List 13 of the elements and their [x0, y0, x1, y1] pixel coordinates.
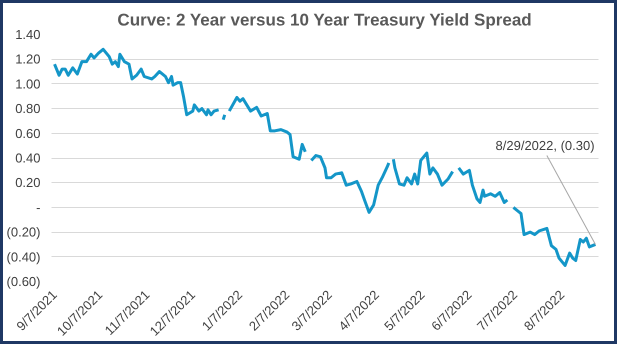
y-tick-label: 0.80: [15, 101, 41, 116]
y-tick-label: 0.60: [15, 126, 41, 141]
y-tick-label: 1.20: [15, 52, 41, 67]
annotation: 8/29/2022, (0.30): [496, 138, 595, 154]
y-tick-label: -: [36, 200, 41, 215]
y-tick-label: (0.40): [6, 249, 41, 264]
y-tick-label: 0.40: [15, 150, 41, 166]
y-tick-label: (0.20): [6, 224, 41, 240]
y-tick-label: 0.20: [15, 175, 41, 190]
chart-title: Curve: 2 Year versus 10 Year Treasury Yield Spread: [117, 10, 532, 30]
y-tick-label: 1.40: [15, 27, 41, 42]
y-tick-label: 1.00: [15, 76, 41, 92]
y-tick-label: (0.60): [6, 274, 41, 289]
